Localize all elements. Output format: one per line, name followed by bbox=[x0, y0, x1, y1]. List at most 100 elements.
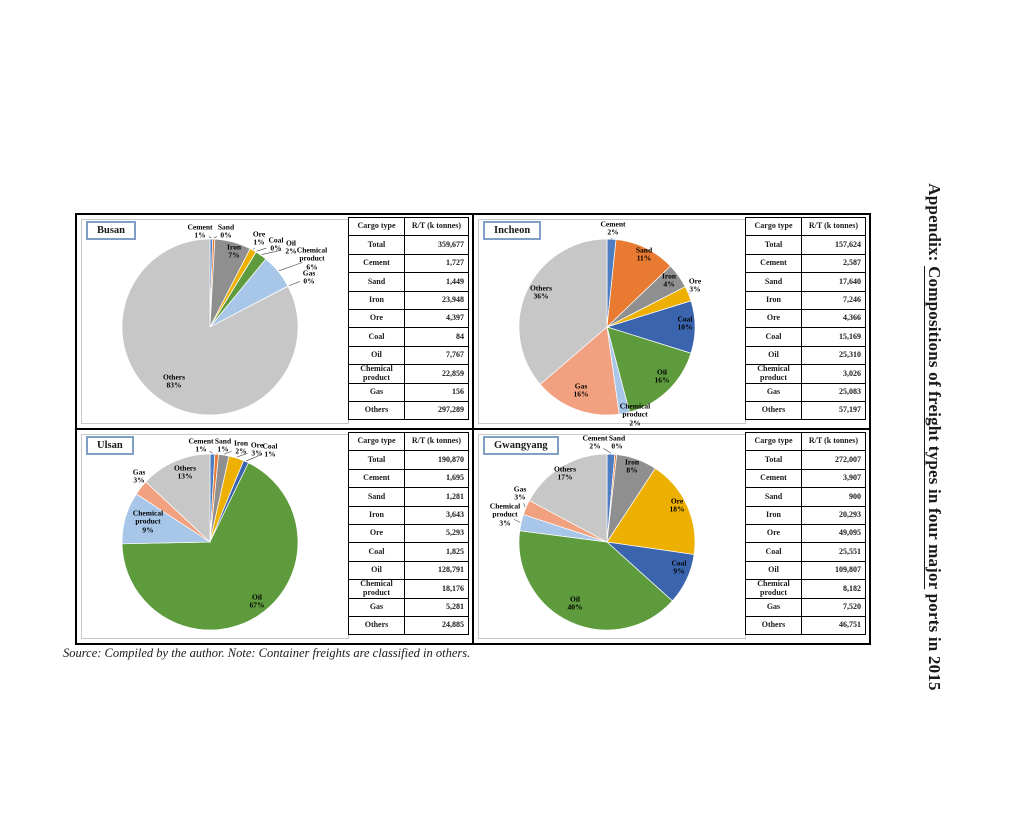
appendix-title: Appendix: Compositions of freight types … bbox=[922, 157, 944, 717]
cargo-cell: Sand bbox=[745, 487, 802, 507]
cargo-cell: Cargo type bbox=[348, 431, 405, 452]
cargo-cell: Chemical product bbox=[348, 364, 405, 384]
cargo-cell: Ore bbox=[745, 523, 802, 544]
cargo-cell: Cement bbox=[745, 468, 802, 489]
table-header-row: Cargo type R/T (k tonnes) bbox=[348, 216, 469, 237]
table-row: Ore 4,397 bbox=[348, 308, 469, 329]
chart-area bbox=[478, 219, 746, 424]
charts-grid: Cement 1% Sand 0% Iron 7% Ore 1% Coal 0% Oil 2% Chem… bbox=[75, 213, 871, 645]
cargo-cell: Cement bbox=[348, 468, 405, 489]
value-cell: 22,859 bbox=[404, 364, 469, 384]
cargo-cell: Cement bbox=[348, 253, 405, 274]
table-row: Others 57,197 bbox=[745, 400, 866, 421]
cargo-cell: Sand bbox=[348, 487, 405, 507]
value-cell: 23,948 bbox=[404, 290, 469, 310]
value-cell: 900 bbox=[801, 487, 866, 507]
port-label-gwangyang: Gwangyang bbox=[483, 436, 559, 455]
table-row: Oil 25,310 bbox=[745, 345, 866, 366]
value-cell: 109,807 bbox=[801, 560, 866, 581]
cargo-cell: Others bbox=[745, 615, 802, 636]
table-row: Sand 1,281 bbox=[348, 487, 469, 507]
value-cell: 17,640 bbox=[801, 272, 866, 292]
value-cell: 57,197 bbox=[801, 400, 866, 421]
cargo-cell: Coal bbox=[348, 327, 405, 347]
cargo-cell: Ore bbox=[348, 523, 405, 544]
value-cell: 49,095 bbox=[801, 523, 866, 544]
port-label-busan: Busan bbox=[86, 221, 137, 240]
cargo-cell: Iron bbox=[348, 505, 405, 525]
table-row: Oil 7,767 bbox=[348, 345, 469, 366]
panel-gwangyang: Cement 2% Sand 0% Iron 8% Ore 18% Coal 9% Oil 40% Ch… bbox=[474, 430, 869, 643]
table-row: Total 272,007 bbox=[745, 450, 866, 470]
cargo-cell: Coal bbox=[348, 542, 405, 562]
value-cell: 1,281 bbox=[404, 487, 469, 507]
cargo-cell: Oil bbox=[348, 560, 405, 581]
port-label-ulsan: Ulsan bbox=[86, 436, 134, 455]
chart-area bbox=[81, 219, 349, 424]
value-cell: 5,293 bbox=[404, 523, 469, 544]
cargo-cell: Gas bbox=[348, 597, 405, 617]
table-header-row: Cargo type R/T (k tonnes) bbox=[745, 216, 866, 237]
table-row: Iron 23,948 bbox=[348, 290, 469, 310]
table-row: Sand 1,449 bbox=[348, 272, 469, 292]
value-cell: 20,293 bbox=[801, 505, 866, 525]
value-cell: 46,751 bbox=[801, 615, 866, 636]
value-cell: 3,643 bbox=[404, 505, 469, 525]
table-row: Cement 1,727 bbox=[348, 253, 469, 274]
cargo-cell: Gas bbox=[745, 382, 802, 402]
table-row: Cement 3,907 bbox=[745, 468, 866, 489]
value-cell: 7,767 bbox=[404, 345, 469, 366]
table-row: Gas 156 bbox=[348, 382, 469, 402]
cargo-table-ulsan: Cargo type R/T (k tonnes) Total 190,870 Ceme… bbox=[348, 431, 469, 636]
table-row: Oil 109,807 bbox=[745, 560, 866, 581]
value-cell: 297,289 bbox=[404, 400, 469, 421]
cargo-cell: Iron bbox=[745, 505, 802, 525]
value-cell: 190,870 bbox=[404, 450, 469, 470]
value-cell: 4,397 bbox=[404, 308, 469, 329]
value-cell: 8,182 bbox=[801, 579, 866, 599]
table-row: Coal 84 bbox=[348, 327, 469, 347]
cargo-cell: Ore bbox=[745, 308, 802, 329]
table-row: Sand 900 bbox=[745, 487, 866, 507]
value-cell: 24,885 bbox=[404, 615, 469, 636]
cargo-cell: Cargo type bbox=[745, 431, 802, 452]
table-row: Ore 49,095 bbox=[745, 523, 866, 544]
cargo-cell: Others bbox=[745, 400, 802, 421]
table-row: Chemical product 8,182 bbox=[745, 579, 866, 599]
table-row: Coal 1,825 bbox=[348, 542, 469, 562]
appendix-title-suffix: ports in 2015 bbox=[925, 589, 944, 691]
chart-area bbox=[478, 434, 746, 639]
table-row: Total 190,870 bbox=[348, 450, 469, 470]
cargo-cell: Ore bbox=[348, 308, 405, 329]
table-row: Oil 128,791 bbox=[348, 560, 469, 581]
table-row: Sand 17,640 bbox=[745, 272, 866, 292]
table-row: Others 297,289 bbox=[348, 400, 469, 421]
cargo-cell: Gas bbox=[745, 597, 802, 617]
cargo-cell: Total bbox=[348, 450, 405, 470]
value-cell: 157,624 bbox=[801, 235, 866, 255]
table-row: Total 359,677 bbox=[348, 235, 469, 255]
value-cell: 3,907 bbox=[801, 468, 866, 489]
cargo-cell: Cargo type bbox=[348, 216, 405, 237]
table-row: Iron 3,643 bbox=[348, 505, 469, 525]
cargo-cell: Cargo type bbox=[745, 216, 802, 237]
value-cell: 18,176 bbox=[404, 579, 469, 599]
value-cell: 156 bbox=[404, 382, 469, 402]
value-cell: R/T (k tonnes) bbox=[801, 431, 866, 452]
cargo-table-gwangyang: Cargo type R/T (k tonnes) Total 272,007 Ceme… bbox=[745, 431, 866, 636]
value-cell: 15,169 bbox=[801, 327, 866, 347]
cargo-cell: Chemical product bbox=[348, 579, 405, 599]
value-cell: 2,587 bbox=[801, 253, 866, 274]
table-row: Cement 1,695 bbox=[348, 468, 469, 489]
table-row: Iron 20,293 bbox=[745, 505, 866, 525]
value-cell: R/T (k tonnes) bbox=[801, 216, 866, 237]
value-cell: 4,366 bbox=[801, 308, 866, 329]
cargo-cell: Total bbox=[745, 235, 802, 255]
table-row: Cement 2,587 bbox=[745, 253, 866, 274]
table-row: Gas 25,083 bbox=[745, 382, 866, 402]
cargo-cell: Sand bbox=[745, 272, 802, 292]
source-note: Source: Compiled by the author. Note: Co… bbox=[63, 646, 471, 660]
value-cell: 1,727 bbox=[404, 253, 469, 274]
value-cell: 25,083 bbox=[801, 382, 866, 402]
